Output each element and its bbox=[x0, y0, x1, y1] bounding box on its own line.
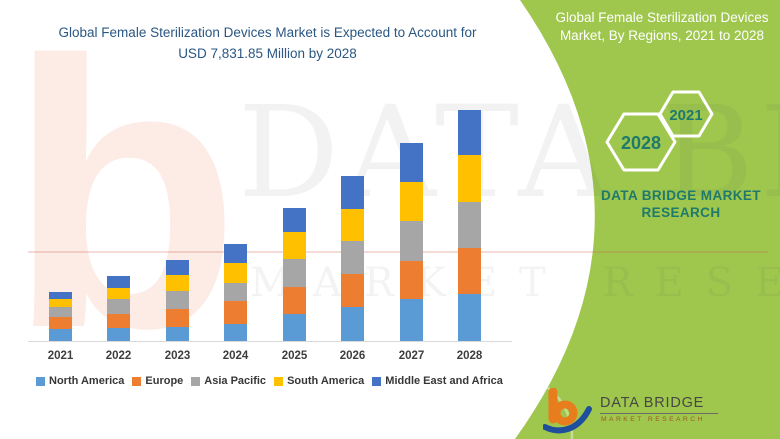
bar-segment-north-america-2021 bbox=[49, 329, 72, 341]
legend-item-south-america: South America bbox=[274, 375, 364, 387]
x-axis-label-2024: 2024 bbox=[222, 350, 249, 362]
bar-segment-asia-pacific-2026 bbox=[341, 241, 364, 274]
bar-segment-north-america-2024 bbox=[224, 324, 247, 341]
logo-tagline: MARKET RESEARCH bbox=[601, 416, 705, 423]
x-axis-label-2026: 2026 bbox=[339, 350, 366, 362]
bar-segment-middle-east-and-africa-2022 bbox=[107, 276, 130, 288]
bar-segment-middle-east-and-africa-2025 bbox=[283, 208, 306, 232]
bar-segment-north-america-2023 bbox=[166, 327, 189, 341]
bar-segment-europe-2027 bbox=[400, 261, 423, 299]
legend-item-north-america: North America bbox=[36, 375, 124, 387]
chart-title-line1: Global Female Sterilization Devices Mark… bbox=[58, 25, 477, 40]
bar-segment-asia-pacific-2027 bbox=[400, 221, 423, 261]
bar-segment-europe-2028 bbox=[458, 248, 481, 294]
legend-item-europe: Europe bbox=[132, 375, 183, 387]
bar-segment-north-america-2022 bbox=[107, 328, 130, 341]
bar-segment-middle-east-and-africa-2026 bbox=[341, 176, 364, 209]
chart-title: Global Female Sterilization Devices Mark… bbox=[15, 22, 520, 64]
sidebar-heading-line1: Global Female Sterilization Devices bbox=[555, 10, 769, 25]
bar-segment-asia-pacific-2021 bbox=[49, 307, 72, 317]
databridge-logo-icon bbox=[542, 387, 592, 434]
logo-b-bowl bbox=[552, 400, 578, 426]
chart-title-line2: USD 7,831.85 Million by 2028 bbox=[178, 46, 357, 61]
bar-segment-south-america-2025 bbox=[283, 232, 306, 259]
bar-segment-asia-pacific-2025 bbox=[283, 259, 306, 287]
bar-2025 bbox=[283, 208, 306, 341]
bar-2022 bbox=[107, 276, 130, 341]
x-axis-label-2021: 2021 bbox=[47, 350, 74, 362]
logo-underline bbox=[600, 413, 718, 414]
bar-segment-asia-pacific-2024 bbox=[224, 283, 247, 301]
sidebar-heading: Global Female Sterilization Devices Mark… bbox=[546, 9, 778, 45]
bar-2026 bbox=[341, 176, 364, 341]
x-axis-label-2027: 2027 bbox=[398, 350, 425, 362]
legend-swatch-north-america bbox=[36, 376, 45, 386]
x-axis-line bbox=[28, 341, 512, 342]
legend-swatch-asia-pacific bbox=[191, 376, 201, 386]
bar-segment-south-america-2024 bbox=[224, 263, 247, 283]
legend-swatch-middle-east-and-africa bbox=[372, 376, 382, 386]
bar-segment-middle-east-and-africa-2021 bbox=[49, 292, 72, 299]
bar-segment-middle-east-and-africa-2024 bbox=[224, 244, 247, 263]
bar-segment-north-america-2025 bbox=[283, 314, 306, 341]
sidebar-heading-line2: Market, By Regions, 2021 to 2028 bbox=[559, 28, 765, 43]
legend-label-europe: Europe bbox=[145, 375, 184, 387]
bar-segment-south-america-2027 bbox=[400, 182, 423, 221]
legend-label-asia-pacific: Asia Pacific bbox=[204, 375, 267, 387]
bar-segment-south-america-2026 bbox=[341, 209, 364, 241]
bar-segment-europe-2026 bbox=[341, 274, 364, 307]
bar-segment-europe-2022 bbox=[107, 314, 130, 328]
bar-2027 bbox=[400, 143, 423, 341]
legend: North America Europe Asia Pacific South Ame… bbox=[36, 375, 503, 387]
bar-segment-europe-2021 bbox=[49, 317, 72, 329]
x-axis-label-2025: 2025 bbox=[281, 350, 308, 362]
bar-2024 bbox=[224, 244, 247, 341]
circle-watermark bbox=[515, 374, 574, 439]
sidebar-brand-text: DATA BRIDGE MARKET RESEARCH bbox=[583, 187, 779, 221]
legend-label-north-america: North America bbox=[49, 375, 125, 387]
bar-2023 bbox=[166, 260, 189, 341]
bar-segment-south-america-2021 bbox=[49, 299, 72, 307]
bar-2021 bbox=[49, 292, 72, 341]
bar-segment-north-america-2027 bbox=[400, 299, 423, 341]
legend-label-south-america: South America bbox=[287, 375, 365, 387]
bar-segment-north-america-2028 bbox=[458, 294, 481, 341]
logo-name: DATA BRIDGE bbox=[600, 395, 705, 411]
bar-segment-middle-east-and-africa-2023 bbox=[166, 260, 189, 275]
bar-segment-south-america-2023 bbox=[166, 275, 189, 291]
bar-segment-south-america-2028 bbox=[458, 155, 481, 202]
x-axis-label-2028: 2028 bbox=[456, 350, 483, 362]
bar-segment-middle-east-and-africa-2028 bbox=[458, 110, 481, 155]
bar-segment-middle-east-and-africa-2027 bbox=[400, 143, 423, 182]
bar-segment-europe-2025 bbox=[283, 287, 306, 314]
bar-segment-south-america-2022 bbox=[107, 288, 130, 299]
bar-2028 bbox=[458, 110, 481, 341]
bar-segment-north-america-2026 bbox=[341, 307, 364, 341]
sidebar-panel-shape bbox=[515, 0, 780, 439]
bar-segment-europe-2024 bbox=[224, 301, 247, 324]
legend-swatch-south-america bbox=[274, 376, 284, 386]
x-axis-label-2022: 2022 bbox=[105, 350, 132, 362]
bar-segment-asia-pacific-2022 bbox=[107, 299, 130, 314]
sidebar-brand-line1: DATA BRIDGE MARKET bbox=[601, 188, 761, 203]
x-axis-label-2023: 2023 bbox=[164, 350, 191, 362]
sidebar-brand-line2: RESEARCH bbox=[641, 205, 721, 220]
legend-item-asia-pacific: Asia Pacific bbox=[191, 375, 266, 387]
legend-swatch-europe bbox=[132, 376, 142, 386]
legend-label-middle-east-and-africa: Middle East and Africa bbox=[385, 375, 503, 387]
logo-swoosh bbox=[542, 406, 592, 434]
bar-segment-asia-pacific-2023 bbox=[166, 291, 189, 309]
databridge-logo: DATA BRIDGE MARKET RESEARCH bbox=[542, 387, 728, 436]
bar-segment-asia-pacific-2028 bbox=[458, 202, 481, 248]
legend-item-middle-east-and-africa: Middle East and Africa bbox=[372, 375, 503, 387]
bar-segment-europe-2023 bbox=[166, 309, 189, 327]
